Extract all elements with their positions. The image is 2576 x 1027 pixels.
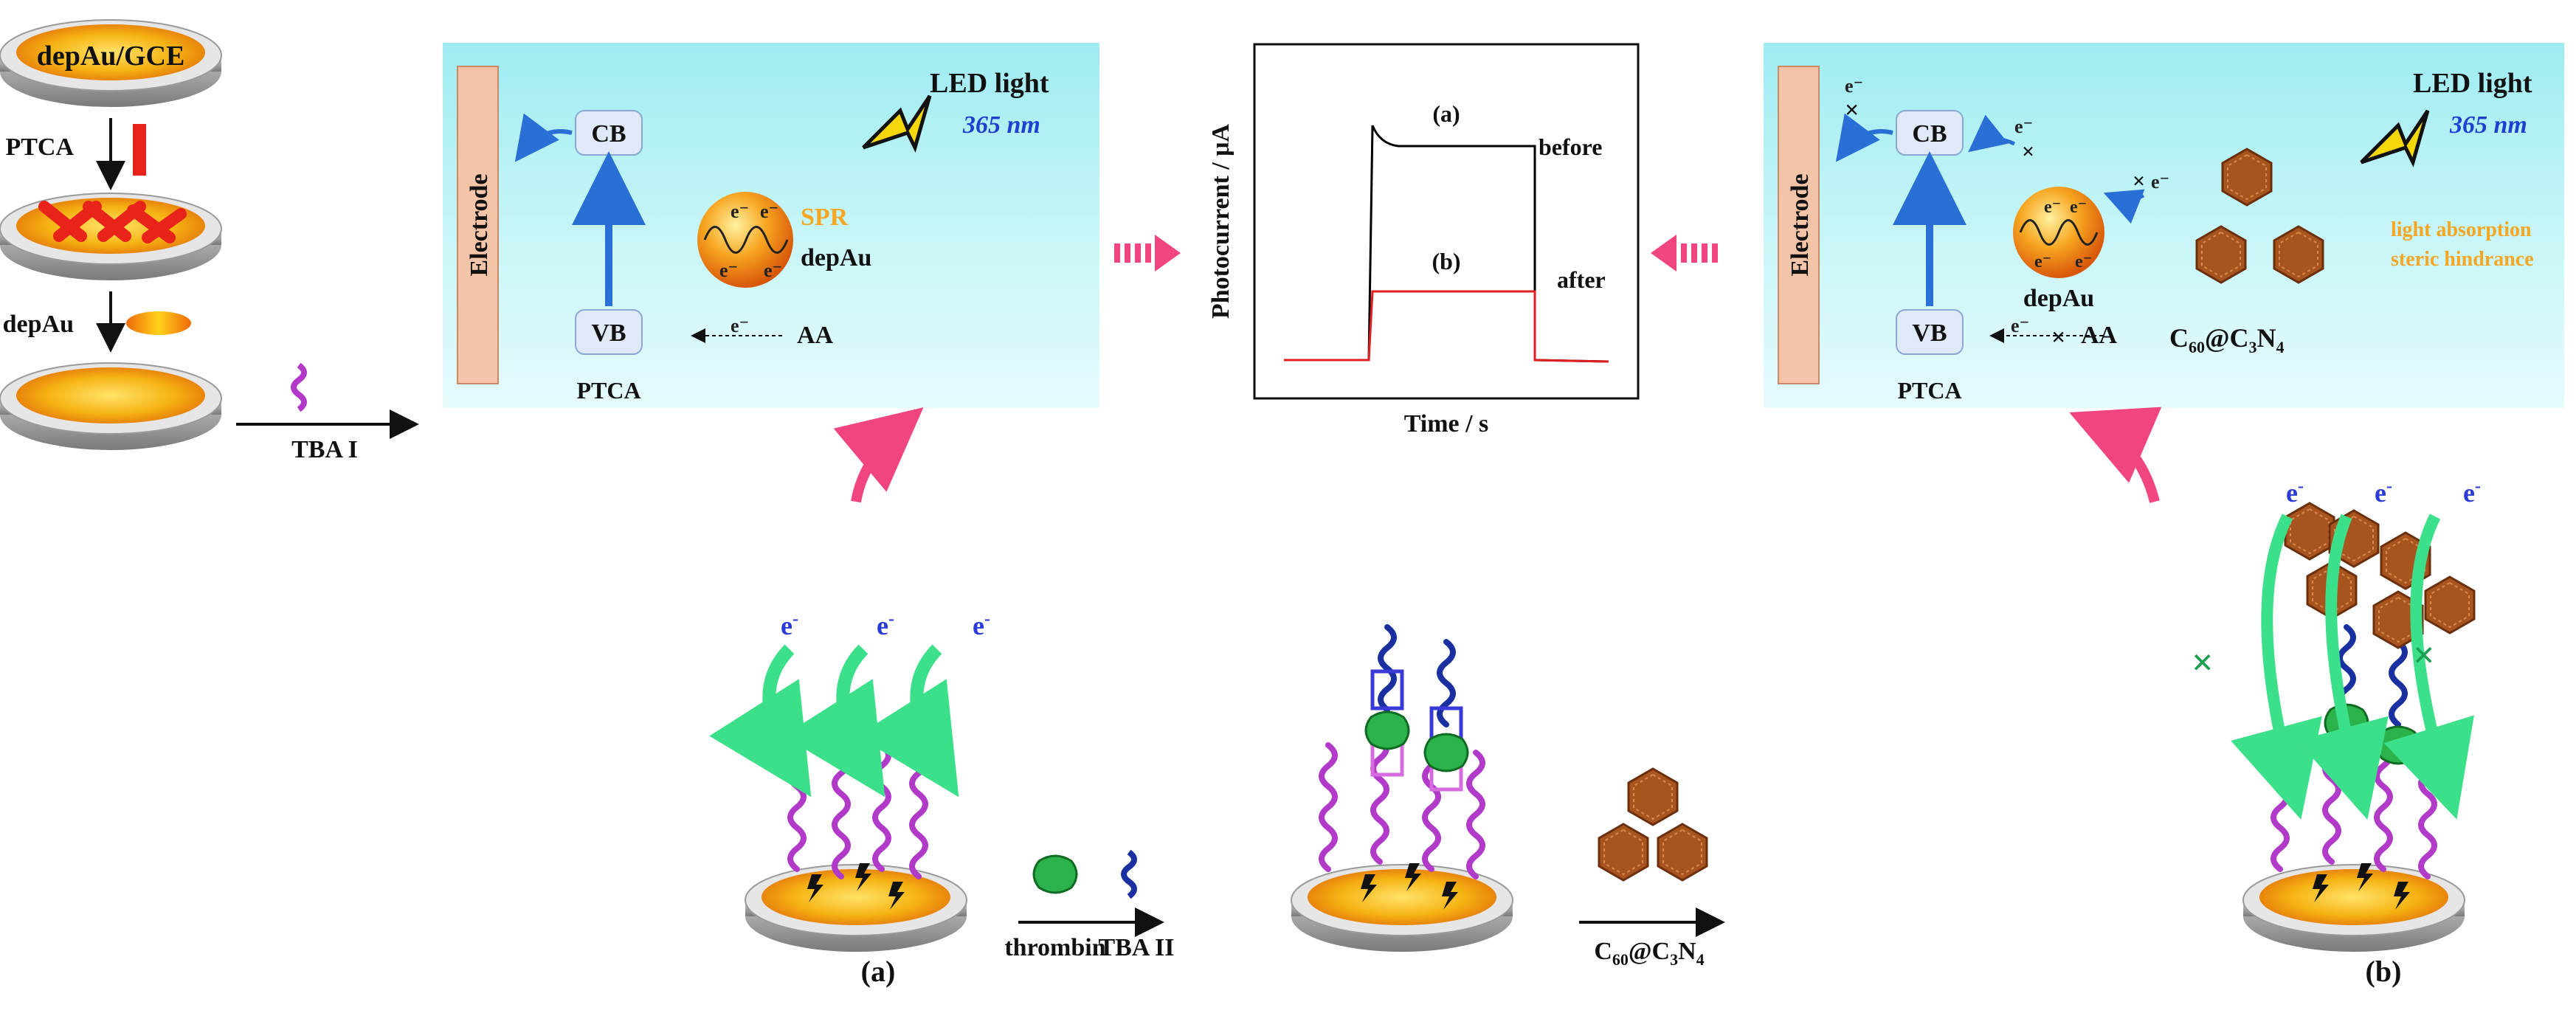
svg-text:e⁻: e⁻ bbox=[2034, 252, 2051, 272]
spr-label: SPR bbox=[801, 204, 849, 231]
series-a-annotation: before bbox=[1539, 134, 1602, 160]
chart-frame bbox=[1253, 43, 1640, 400]
vb-box-right bbox=[1896, 309, 1964, 355]
svg-text:e⁻: e⁻ bbox=[2151, 171, 2169, 193]
cross-mark-5: × bbox=[2192, 642, 2214, 684]
cross-mark-4: × bbox=[2051, 324, 2065, 351]
electron-label-5: e- bbox=[2375, 477, 2392, 508]
c60-c3n4-label: C60@C3N4 bbox=[1594, 938, 1704, 969]
cb-to-electrode-arrow bbox=[514, 113, 573, 162]
depau-particle-icon bbox=[126, 311, 191, 335]
step-ptca-disc bbox=[0, 193, 222, 281]
electrode-bar-right bbox=[1778, 66, 1820, 384]
arrow-to-chart-left bbox=[1114, 235, 1181, 272]
chart-xlabel: Time / s bbox=[1404, 410, 1489, 438]
ptca-label-right: PTCA bbox=[1897, 377, 1961, 404]
cross-mark-6: × bbox=[2413, 634, 2435, 677]
thrombin-icon bbox=[1032, 854, 1078, 894]
ptca-label: PTCA bbox=[576, 377, 640, 404]
depau-step-label: depAu bbox=[3, 311, 74, 338]
light-absorption-label: light absorption bbox=[2391, 218, 2532, 241]
stage-a-to-panel-arrow bbox=[833, 407, 924, 503]
ptca-molecule-icon bbox=[133, 124, 146, 176]
depau-label-right: depAu bbox=[2023, 285, 2094, 312]
tba1-icon bbox=[291, 362, 307, 412]
electrode-bar bbox=[457, 66, 499, 384]
steric-hindrance-label: steric hindrance bbox=[2391, 248, 2534, 271]
vb-label-right: VB bbox=[1912, 319, 1947, 347]
tba2-icon bbox=[1121, 849, 1137, 899]
step-depau-gce: depAu/GCE bbox=[0, 19, 222, 108]
cb-label-right: CB bbox=[1912, 120, 1947, 148]
step-depau-disc bbox=[0, 362, 222, 451]
svg-text:e⁻: e⁻ bbox=[731, 315, 749, 336]
depau-gce-label: depAu/GCE bbox=[37, 41, 185, 72]
electron-label-1: e- bbox=[781, 609, 798, 640]
chart-ylabel: Photocurrent / μA bbox=[1207, 123, 1235, 319]
svg-text:e⁻: e⁻ bbox=[731, 201, 749, 222]
electrode-label-right: Electrode bbox=[1786, 173, 1814, 276]
stage-b-to-panel-arrow bbox=[2069, 407, 2162, 503]
series-a-line bbox=[1284, 125, 1609, 363]
tba2-label: TBA II bbox=[1099, 934, 1175, 961]
svg-text:e⁻: e⁻ bbox=[1845, 75, 1863, 97]
series-b-annotation: after bbox=[1557, 266, 1606, 293]
stage-a-label: (a) bbox=[861, 955, 896, 988]
svg-text:e⁻: e⁻ bbox=[760, 201, 778, 222]
led-light-label-right: LED light bbox=[2413, 68, 2532, 99]
spr-wave-right bbox=[2019, 219, 2099, 246]
vb-box bbox=[575, 309, 643, 355]
svg-text:e⁻: e⁻ bbox=[719, 260, 738, 281]
mechanism-panel-after: Electrode CB VB e⁻ × PTCA e⁻ e⁻ e⁻ e⁻ de… bbox=[1764, 43, 2564, 408]
spr-wave bbox=[703, 226, 789, 254]
svg-text:e⁻: e⁻ bbox=[2075, 252, 2092, 272]
stage-sandwich bbox=[1291, 627, 1513, 952]
led-light-label: LED light bbox=[930, 68, 1049, 99]
stage-b: × × e- e- e- (b) bbox=[2192, 477, 2481, 988]
cross-mark-1: × bbox=[1845, 97, 1859, 124]
series-a-label: (a) bbox=[1432, 100, 1460, 127]
electrode-label: Electrode bbox=[466, 173, 493, 276]
cross-mark-3: × bbox=[2133, 169, 2145, 193]
tba1-label: TBA I bbox=[291, 436, 358, 463]
depau-label: depAu bbox=[801, 244, 871, 272]
photocurrent-chart: Photocurrent / μA Time / s (a) before (b… bbox=[1207, 43, 1640, 438]
arrow-to-chart-right bbox=[1651, 235, 1718, 272]
series-b-line bbox=[1284, 290, 1609, 363]
cb-to-electrode-arrow-right bbox=[1835, 113, 1893, 162]
stage-b-label: (b) bbox=[2366, 955, 2402, 988]
mechanism-panel-before: Electrode CB VB PTCA e⁻ e⁻ e⁻ e⁻ SPR dep… bbox=[443, 43, 1099, 408]
svg-text:e⁻: e⁻ bbox=[2070, 198, 2087, 217]
cb-label: CB bbox=[591, 120, 626, 148]
led-bolt-icon-right bbox=[2360, 109, 2430, 167]
series-b-label: (b) bbox=[1432, 248, 1460, 274]
c60-c3n4-icon bbox=[1598, 767, 1708, 882]
thrombin-label: thrombin bbox=[1004, 934, 1105, 961]
electron-label-3: e- bbox=[973, 609, 990, 640]
aa-label: AA bbox=[797, 322, 834, 349]
electron-label-4: e- bbox=[2286, 477, 2304, 508]
electron-label-2: e- bbox=[877, 609, 894, 640]
svg-text:e⁻: e⁻ bbox=[764, 260, 782, 281]
svg-text:e⁻: e⁻ bbox=[2011, 315, 2029, 336]
svg-text:e⁻: e⁻ bbox=[2044, 198, 2061, 217]
c60-cluster-on-electrode bbox=[2284, 502, 2476, 649]
cross-mark-2: × bbox=[2022, 139, 2034, 164]
ptca-step-label: PTCA bbox=[5, 134, 74, 161]
wavelength-label-right: 365 nm bbox=[2449, 111, 2527, 139]
aa-label-right: AA bbox=[2081, 322, 2118, 349]
vb-label: VB bbox=[591, 319, 626, 347]
stage-a: e- e- e- (a) bbox=[709, 609, 990, 988]
electron-label-6: e- bbox=[2463, 477, 2481, 508]
c60c3n4-label-right: C60@C3N4 bbox=[2169, 323, 2284, 356]
led-bolt-icon bbox=[862, 94, 932, 153]
wavelength-label: 365 nm bbox=[962, 111, 1040, 139]
svg-text:e⁻: e⁻ bbox=[2014, 116, 2033, 137]
